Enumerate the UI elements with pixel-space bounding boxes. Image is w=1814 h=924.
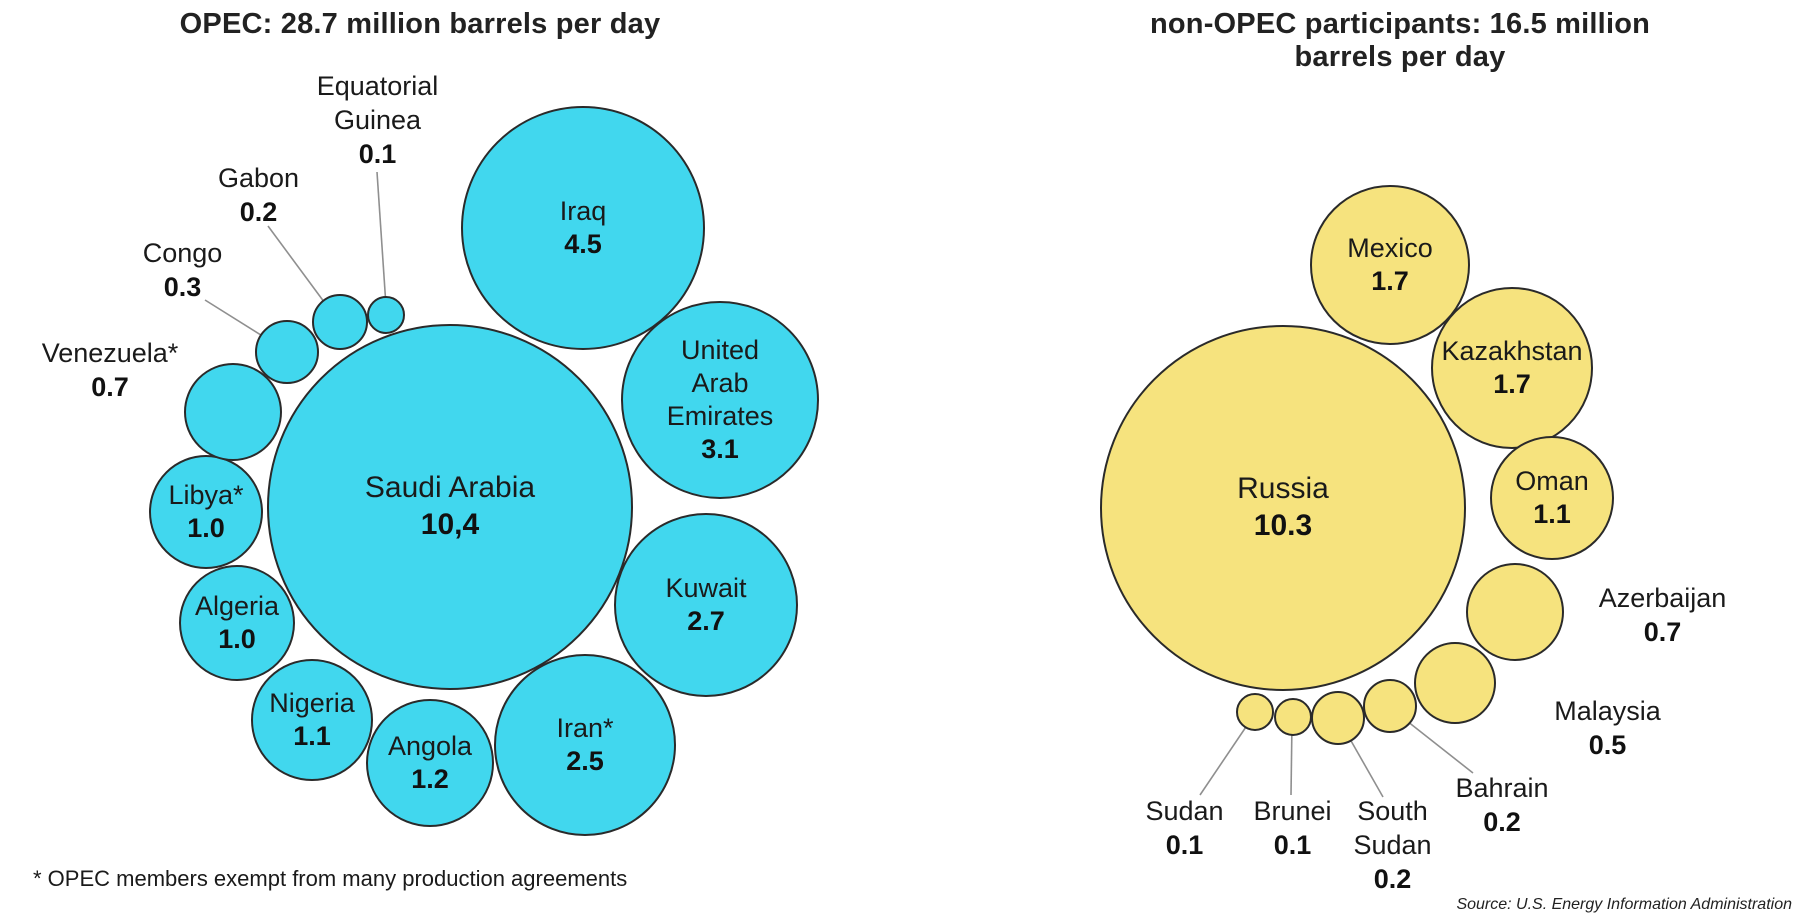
country-value: 0.7 xyxy=(1643,616,1682,647)
country-name: United Arab Emirates xyxy=(666,335,774,431)
label-equatorial-guinea: Equatorial Guinea 0.1 xyxy=(295,70,460,171)
country-value: 1.1 xyxy=(293,721,331,751)
country-value: 1.2 xyxy=(411,764,449,794)
country-name: Malaysia xyxy=(1554,696,1661,726)
bubble-sudan xyxy=(1236,693,1274,731)
bubble-gabon xyxy=(312,294,368,350)
bubble-mexico: Mexico 1.7 xyxy=(1310,185,1470,345)
bubble-congo xyxy=(255,320,319,384)
country-name: Bahrain xyxy=(1455,773,1549,803)
label-malaysia: Malaysia 0.5 xyxy=(1525,695,1690,763)
bubble-kazakhstan: Kazakhstan 1.7 xyxy=(1431,287,1593,449)
bubble-nigeria: Nigeria 1.1 xyxy=(251,659,373,781)
bubble-label: Russia 10.3 xyxy=(1237,471,1329,544)
bubble-iraq: Iraq 4.5 xyxy=(461,106,705,350)
country-value: 0.2 xyxy=(1483,806,1521,837)
label-brunei: Brunei 0.1 xyxy=(1230,795,1355,863)
label-south-sudan: South Sudan 0.2 xyxy=(1340,795,1445,896)
country-value: 0.1 xyxy=(1273,829,1312,860)
bubble-angola: Angola 1.2 xyxy=(366,699,494,827)
bubble-venezuela xyxy=(184,363,282,461)
country-value: 2.5 xyxy=(566,746,604,776)
bubble-saudi-arabia: Saudi Arabia 10,4 xyxy=(267,324,633,690)
country-name: Gabon xyxy=(217,163,300,193)
bubble-oman: Oman 1.1 xyxy=(1490,436,1614,560)
country-name: Libya* xyxy=(168,480,244,511)
country-value: 1.7 xyxy=(1371,266,1409,296)
country-name: Brunei xyxy=(1253,796,1332,826)
country-name: Algeria xyxy=(194,591,280,622)
country-name: Angola xyxy=(387,731,473,762)
country-value: 1.7 xyxy=(1493,369,1531,399)
bubble-malaysia xyxy=(1414,642,1496,724)
country-name: Russia xyxy=(1237,472,1329,506)
country-name: Sudan xyxy=(1145,796,1224,826)
non-opec-chart-title: non-OPEC participants: 16.5 million barr… xyxy=(1149,8,1651,73)
country-name: Kazakhstan xyxy=(1441,336,1583,367)
bubble-bahrain xyxy=(1363,679,1417,733)
leader-line-sudan xyxy=(1199,717,1253,796)
country-value: 0.2 xyxy=(1373,863,1412,894)
country-value: 0.7 xyxy=(91,371,129,402)
bubble-label: Iraq 4.5 xyxy=(560,195,607,261)
bubble-united-arab-emirates: United Arab Emirates 3.1 xyxy=(621,301,819,499)
bubble-south-sudan xyxy=(1311,691,1365,745)
country-name: Congo xyxy=(142,238,223,268)
bubble-label: Angola 1.2 xyxy=(388,730,472,796)
country-name: Venezuela* xyxy=(41,338,179,368)
bubble-label: Oman 1.1 xyxy=(1515,465,1589,531)
bubble-label: Algeria 1.0 xyxy=(195,590,279,656)
bubble-label: Libya* 1.0 xyxy=(168,479,243,545)
opec-chart-title: OPEC: 28.7 million barrels per day xyxy=(179,8,661,40)
bubble-label: Kazakhstan 1.7 xyxy=(1441,335,1582,401)
country-value: 0.5 xyxy=(1588,729,1627,760)
country-name: Mexico xyxy=(1347,233,1433,264)
bubble-algeria: Algeria 1.0 xyxy=(179,565,295,681)
country-name: Azerbaijan xyxy=(1598,583,1727,613)
country-value: 0.3 xyxy=(163,271,202,302)
bubble-label: Iran* 2.5 xyxy=(556,712,613,778)
bubble-brunei xyxy=(1274,698,1312,736)
bubble-azerbaijan xyxy=(1466,563,1564,661)
label-bahrain: Bahrain 0.2 xyxy=(1432,772,1572,840)
country-value: 10.3 xyxy=(1253,509,1313,542)
country-name: Iran* xyxy=(556,713,614,744)
country-value: 1.1 xyxy=(1533,499,1571,529)
label-azerbaijan: Azerbaijan 0.7 xyxy=(1580,582,1745,650)
country-value: 10,4 xyxy=(420,508,480,541)
country-name: South Sudan xyxy=(1353,796,1432,860)
country-name: Iraq xyxy=(559,196,607,227)
country-value: 0.1 xyxy=(358,138,397,169)
country-name: Oman xyxy=(1515,466,1589,497)
country-name: Equatorial Guinea xyxy=(316,71,439,135)
label-venezuela: Venezuela* 0.7 xyxy=(20,337,200,405)
bubble-russia: Russia 10.3 xyxy=(1100,325,1466,691)
bubble-label: Mexico 1.7 xyxy=(1347,232,1433,298)
country-name: Saudi Arabia xyxy=(364,471,536,505)
bubble-label: Nigeria 1.1 xyxy=(269,687,355,753)
label-sudan: Sudan 0.1 xyxy=(1122,795,1247,863)
country-value: 3.1 xyxy=(701,433,739,464)
opec-footnote: * OPEC members exempt from many producti… xyxy=(33,866,628,891)
label-congo: Congo 0.3 xyxy=(120,237,245,305)
country-name: Kuwait xyxy=(665,573,747,604)
bubble-equatorial-guinea xyxy=(367,296,405,334)
country-name: Nigeria xyxy=(269,688,355,719)
country-value: 4.5 xyxy=(564,229,602,259)
country-value: 0.1 xyxy=(1165,829,1204,860)
country-value: 0.2 xyxy=(239,196,278,227)
bubble-libya: Libya* 1.0 xyxy=(149,455,263,569)
country-value: 1.0 xyxy=(187,513,225,543)
country-value: 1.0 xyxy=(218,624,256,654)
bubble-label: Kuwait 2.7 xyxy=(665,572,746,638)
label-gabon: Gabon 0.2 xyxy=(196,162,321,230)
bubble-label: Saudi Arabia 10,4 xyxy=(365,470,535,543)
country-value: 2.7 xyxy=(687,606,725,636)
source-attribution: Source: U.S. Energy Information Administ… xyxy=(1456,896,1792,913)
bubble-kuwait: Kuwait 2.7 xyxy=(614,513,798,697)
leader-line-equatorial-guinea xyxy=(376,171,387,307)
bubble-iran: Iran* 2.5 xyxy=(494,654,676,836)
bubble-label: United Arab Emirates 3.1 xyxy=(653,334,788,466)
